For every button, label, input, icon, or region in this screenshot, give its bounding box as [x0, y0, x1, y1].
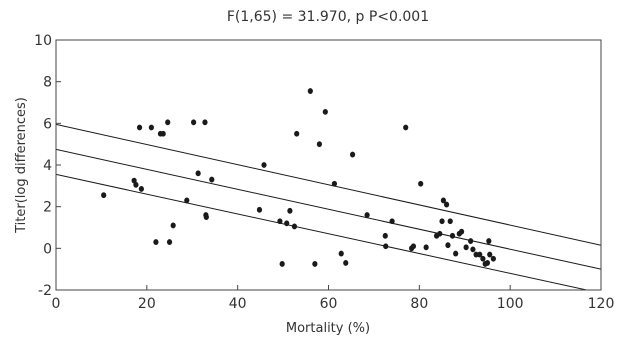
data-point [331, 180, 338, 187]
data-point [338, 250, 344, 257]
chart-title: F(1,65) = 31.970, p P<0.001 [227, 9, 429, 25]
data-point [410, 243, 417, 250]
data-point [153, 239, 159, 245]
plot-frame [55, 39, 602, 291]
y-tick-label: 0 [43, 241, 52, 257]
data-point [349, 151, 356, 158]
data-point [101, 192, 107, 199]
x-tick-label: 60 [320, 296, 338, 312]
x-tick-label: 100 [497, 296, 524, 312]
data-point [463, 244, 469, 251]
data-point [277, 218, 283, 225]
y-tick-label: 6 [43, 116, 52, 132]
data-point [165, 119, 171, 126]
data-point [136, 124, 143, 131]
data-point [486, 238, 492, 244]
y-tick-label: 8 [43, 75, 52, 91]
data-point [191, 119, 197, 126]
data-point [148, 124, 154, 131]
data-point [195, 170, 201, 177]
data-point [443, 201, 450, 208]
y-tick-label: 4 [43, 158, 52, 174]
data-point [203, 214, 209, 220]
data-point [477, 251, 483, 258]
regression-fit-line [56, 148, 601, 270]
data-point [440, 197, 447, 204]
data-point [322, 108, 328, 115]
data-point [170, 222, 176, 229]
data-point [418, 180, 424, 187]
data-point [307, 88, 313, 94]
regression-lines [56, 123, 601, 290]
data-point [487, 251, 493, 258]
x-tick-label: 0 [52, 296, 61, 312]
data-point [312, 261, 318, 267]
data-point [458, 228, 465, 235]
data-points [101, 88, 496, 267]
y-axis-label: Titer(log differences) [14, 97, 29, 234]
x-axis-ticks: 0 20 40 60 80 100 120 [52, 285, 615, 312]
data-point [138, 186, 144, 192]
data-point [209, 176, 215, 183]
data-point [133, 181, 139, 188]
data-point [437, 230, 443, 237]
confidence-lower-line [56, 173, 590, 290]
data-point [389, 218, 395, 225]
x-tick-label: 80 [410, 296, 428, 312]
data-point [403, 124, 409, 131]
data-point [468, 238, 474, 244]
data-point [447, 218, 453, 225]
y-tick-label: 10 [34, 33, 52, 49]
data-point [423, 244, 429, 251]
data-point [166, 239, 173, 245]
data-point [256, 206, 263, 213]
data-point [364, 212, 370, 218]
data-point [445, 242, 451, 249]
confidence-upper-line [56, 123, 601, 246]
data-point [449, 232, 456, 239]
data-point [453, 250, 459, 257]
x-axis-label: Mortality (%) [286, 321, 370, 336]
data-point [490, 255, 496, 262]
data-point [294, 130, 300, 137]
data-point [382, 232, 388, 239]
data-point [484, 260, 491, 266]
data-point [470, 246, 476, 253]
data-point [261, 162, 267, 168]
x-tick-label: 120 [588, 296, 615, 312]
data-point [284, 220, 290, 227]
y-tick-label: -2 [38, 283, 52, 299]
data-point [343, 260, 349, 266]
data-point [291, 223, 298, 230]
x-tick-label: 40 [229, 296, 247, 312]
data-point [439, 218, 445, 225]
data-point [202, 119, 208, 126]
data-point [473, 251, 479, 258]
y-axis-ticks: -2 0 2 4 6 8 10 [34, 33, 61, 299]
data-point [184, 197, 190, 204]
data-point [287, 207, 293, 214]
data-point [160, 130, 166, 137]
data-point [279, 261, 285, 267]
y-tick-label: 2 [43, 200, 52, 216]
data-point [316, 141, 323, 148]
data-point [383, 243, 389, 250]
x-tick-label: 20 [138, 296, 156, 312]
data-point [480, 255, 486, 262]
